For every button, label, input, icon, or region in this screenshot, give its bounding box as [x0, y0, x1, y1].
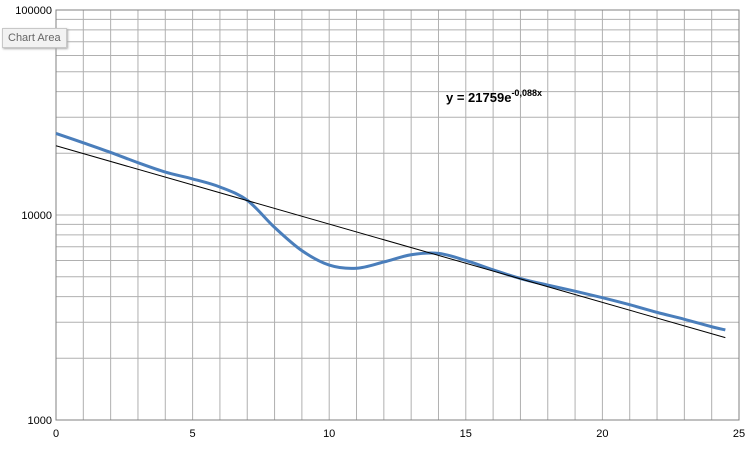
y-tick-label: 100000: [15, 5, 52, 17]
y-tick-label: 10000: [21, 210, 52, 222]
x-tick-label: 10: [323, 428, 335, 440]
x-tick-label: 15: [460, 428, 472, 440]
x-tick-label: 5: [190, 428, 196, 440]
data-series-line[interactable]: [55, 132, 726, 332]
trendline-equation-base: y = 21759e: [446, 90, 512, 105]
trendline-equation-exponent: -0,088x: [511, 88, 542, 98]
plot-area: [55, 9, 740, 421]
trendline[interactable]: [55, 145, 726, 339]
x-tick-label: 0: [53, 428, 59, 440]
x-axis-ticks: 0 5 10 15 20 25: [53, 428, 745, 440]
trendline-equation: y = 21759e-0,088x: [446, 88, 542, 105]
chart-area-tooltip: Chart Area: [2, 28, 67, 48]
x-tick-label: 25: [733, 428, 745, 440]
y-tick-label: 1000: [28, 415, 52, 427]
x-tick-label: 20: [596, 428, 608, 440]
series-layer: [55, 132, 726, 339]
y-axis-ticks: 1000 10000 100000: [15, 5, 52, 427]
grid: [56, 10, 739, 420]
